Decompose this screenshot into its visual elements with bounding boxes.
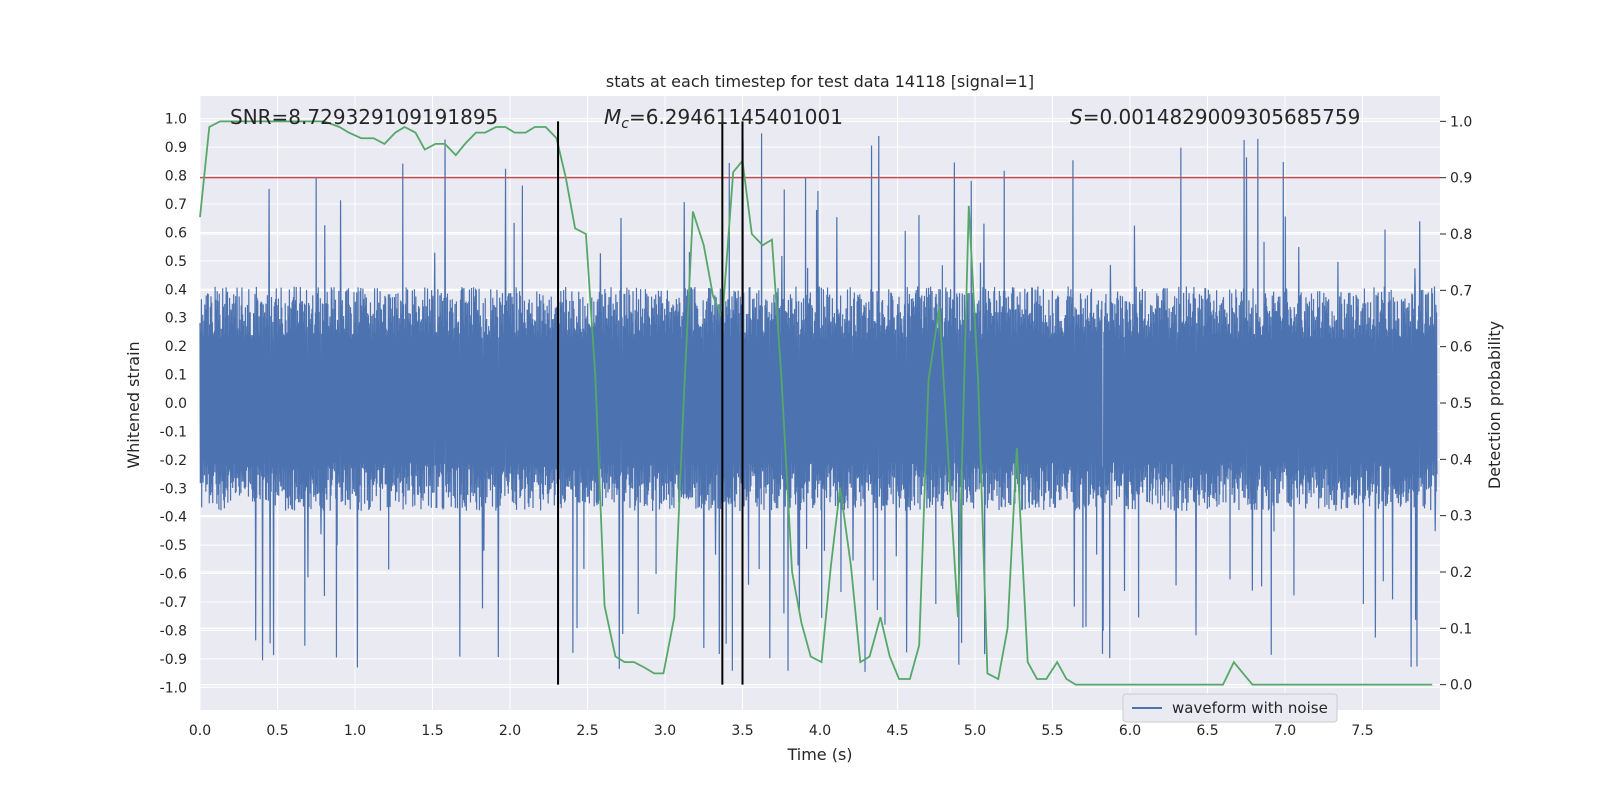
legend-box	[1122, 693, 1338, 723]
x-tick-label: 5.0	[964, 723, 986, 739]
x-tick-label: 1.5	[421, 723, 443, 739]
y-tick-label: -0.1	[160, 424, 187, 440]
chirp-mass-symbol: M	[604, 105, 621, 129]
y-tick-label: 0.7	[165, 197, 187, 213]
x-tick-label: 1.0	[344, 723, 366, 739]
right-y-axis-label: Detection probability	[1485, 321, 1504, 489]
right-tick-label: 0.4	[1450, 452, 1472, 468]
y-tick-label: 0.9	[165, 140, 187, 156]
chirp-mass-value: =6.29461145401001	[629, 105, 843, 129]
left-axis-ticks: 1.0 0.9 0.8 0.7 0.6 0.5 0.4 0.3 0.2 0.1 0.0 -0.1 -0.…	[160, 112, 187, 697]
chirp-mass-subscript: c	[621, 116, 629, 132]
right-tick-label: 0.6	[1450, 340, 1472, 356]
x-tick-label: 3.5	[731, 723, 753, 739]
x-tick-label: 2.5	[576, 723, 598, 739]
right-tick-label: 0.8	[1450, 227, 1472, 243]
x-tick-label: 2.0	[499, 723, 521, 739]
y-tick-label: -0.4	[160, 510, 187, 526]
right-tick-label: 0.2	[1450, 565, 1472, 581]
y-tick-label: -0.3	[160, 481, 187, 497]
x-tick-label: 6.0	[1119, 723, 1141, 739]
legend-label-waveform: waveform with noise	[1172, 699, 1328, 717]
right-tick-label: 0.9	[1450, 171, 1472, 187]
y-tick-label: -0.7	[160, 595, 187, 611]
s-symbol: S	[1070, 105, 1083, 129]
y-tick-label: 0.3	[165, 311, 187, 327]
x-tick-label: 6.5	[1196, 723, 1218, 739]
waveform-line	[199, 133, 1438, 672]
y-tick-label: 0.2	[165, 339, 187, 355]
right-tick-label: 0.0	[1450, 678, 1472, 694]
y-tick-label: 0.4	[165, 282, 187, 298]
x-axis-ticks: 0.0 0.5 1.0 1.5 2.0 2.5 3.0 3.5 4.0 4.5 5.0 5.5 6.0 6…	[189, 723, 1374, 739]
s-annotation: S=0.0014829009305685759	[1070, 105, 1360, 129]
x-axis-label: Time (s)	[786, 745, 852, 764]
y-tick-label: 1.0	[165, 112, 187, 128]
y-tick-label: -0.8	[160, 623, 187, 639]
chirp-mass-annotation: Mc=6.29461145401001	[604, 105, 843, 132]
right-tick-label: 0.7	[1450, 283, 1472, 299]
x-tick-label: 0.0	[189, 723, 211, 739]
x-tick-label: 3.0	[654, 723, 676, 739]
chart-title: stats at each timestep for test data 141…	[606, 72, 1034, 91]
snr-annotation: SNR=8.729329109191895	[230, 105, 498, 129]
right-tick-label: 0.3	[1450, 509, 1472, 525]
y-tick-label: -0.6	[160, 567, 187, 583]
y-tick-label: -0.9	[160, 652, 187, 668]
s-value: =0.0014829009305685759	[1083, 105, 1361, 129]
x-tick-label: 4.0	[809, 723, 831, 739]
y-tick-label: 0.5	[165, 254, 187, 270]
x-tick-label: 5.5	[1041, 723, 1063, 739]
right-tick-label: 0.1	[1450, 621, 1472, 637]
waveform-with-noise-series	[199, 133, 1438, 672]
detection-probability-line	[199, 120, 1433, 686]
y-tick-label: 0.0	[165, 396, 187, 412]
x-tick-label: 7.0	[1274, 723, 1296, 739]
y-tick-label: -0.2	[160, 453, 187, 469]
y-tick-label: 0.1	[165, 368, 187, 384]
x-tick-label: 7.5	[1351, 723, 1373, 739]
y-tick-label: -1.0	[160, 680, 187, 696]
right-tick-label: 1.0	[1450, 114, 1472, 130]
y-axis-label: Whitened strain	[124, 341, 143, 468]
x-tick-label: 4.5	[886, 723, 908, 739]
right-tick-label: 0.5	[1450, 396, 1472, 412]
right-axis-ticks: 1.0 0.9 0.8 0.7 0.6 0.5 0.4 0.3 0.2 0.1 0.0	[1440, 114, 1472, 694]
vertical-markers	[557, 121, 744, 685]
y-tick-label: 0.6	[165, 225, 187, 241]
legend: waveform with noise	[1122, 693, 1338, 723]
x-tick-label: 0.5	[266, 723, 288, 739]
detection-probability-series	[199, 120, 1433, 686]
y-tick-label: 0.8	[165, 169, 187, 185]
y-tick-label: -0.5	[160, 538, 187, 554]
